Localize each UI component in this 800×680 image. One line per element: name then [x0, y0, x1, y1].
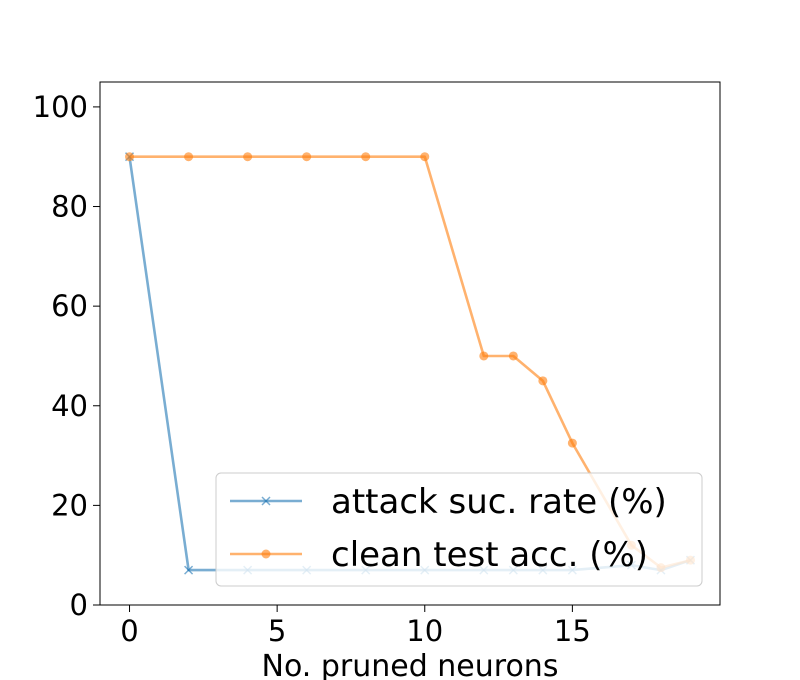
y-tick-label: 60	[51, 289, 88, 323]
y-tick-label: 100	[33, 90, 88, 124]
data-point-clean	[125, 152, 135, 162]
x-tick-label: 0	[120, 614, 138, 648]
legend-label-0: attack suc. rate (%)	[331, 482, 667, 522]
legend-marker	[261, 549, 271, 559]
legend-label-1: clean test acc. (%)	[331, 535, 648, 575]
legend-box	[215, 472, 703, 587]
data-point-attack	[184, 565, 194, 575]
y-tick-label: 40	[51, 389, 88, 423]
y-tick-label: 80	[51, 190, 88, 224]
legend: attack suc. rate (%) clean test acc. (%)	[215, 472, 703, 587]
x-tick-label: 5	[268, 614, 286, 648]
x-tick-label: 10	[406, 614, 443, 648]
data-point-clean	[508, 351, 518, 361]
data-point-clean	[479, 351, 489, 361]
data-point-clean	[567, 438, 577, 448]
legend-marker	[261, 496, 271, 506]
data-point-clean	[184, 152, 194, 162]
data-point-clean	[302, 152, 312, 162]
point-stroke	[184, 565, 194, 575]
data-point-clean	[420, 152, 430, 162]
axis-ticks: 0 5 10 15 0 20 40 60 80 100	[33, 90, 591, 648]
x-axis-label: No. pruned neurons	[262, 649, 559, 680]
data-point-clean	[538, 376, 548, 386]
data-point-clean	[243, 152, 253, 162]
y-tick-label: 0	[70, 588, 88, 622]
y-tick-label: 20	[51, 488, 88, 522]
x-tick-label: 15	[554, 614, 591, 648]
data-point-clean	[361, 152, 371, 162]
